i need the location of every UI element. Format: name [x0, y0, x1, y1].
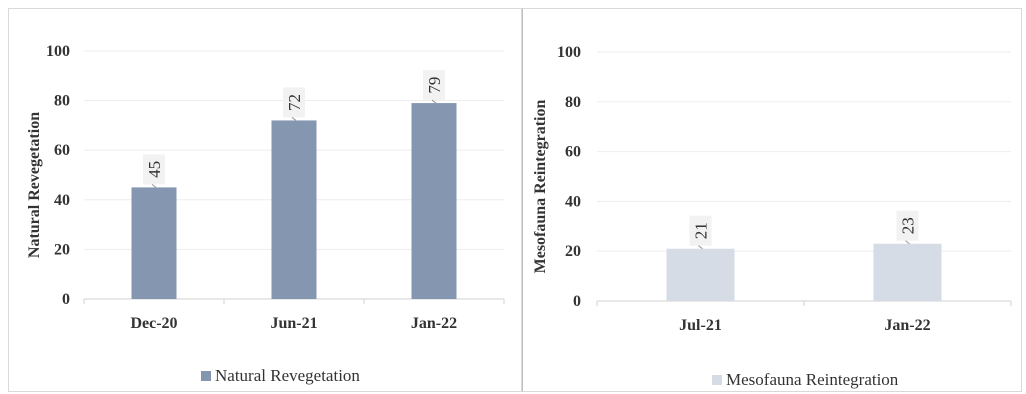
- y-tick-label: 20: [565, 243, 581, 260]
- x-tick-label: Dec-20: [130, 315, 177, 332]
- x-tick-label: Jan-22: [411, 315, 457, 332]
- x-tick-label: Jun-21: [270, 315, 317, 332]
- legend-label: Mesofauna Reintegration: [726, 370, 899, 389]
- data-label-box: [423, 70, 445, 101]
- data-label-box: [689, 215, 712, 246]
- data-label-text: 45: [145, 161, 164, 178]
- y-tick-label: 40: [54, 192, 70, 209]
- y-tick-label: 20: [54, 241, 70, 258]
- y-tick-label: 40: [565, 193, 581, 210]
- y-tick-label: 100: [557, 44, 581, 61]
- y-axis-label: Natural Revegetation: [26, 112, 43, 258]
- data-label-text: 21: [692, 222, 711, 239]
- x-tick-label: Jan-22: [884, 317, 930, 334]
- y-tick-label: 80: [565, 94, 581, 111]
- legend-label: Natural Revegetation: [215, 366, 360, 385]
- leader-line: [151, 183, 157, 188]
- data-label-box: [143, 154, 165, 185]
- bar-jun-21: [271, 120, 317, 299]
- bar-dec-20: [131, 187, 177, 299]
- data-label-box: [283, 87, 305, 118]
- bar-jan-22: [873, 243, 942, 301]
- x-tick-label: Jul-21: [679, 317, 722, 334]
- bar-jan-22: [411, 103, 457, 299]
- chart-mesofauna-reintegration: 0 20 40 60 80 100 Mesofauna Reintegration Jul-2…: [532, 44, 1012, 389]
- data-label: 79: [423, 70, 445, 101]
- y-tick-label: 60: [565, 144, 581, 161]
- leader-line: [291, 117, 297, 121]
- chart-panel-natural-revegetation: 0 20 40 60 80 100 Natural Revegetation Dec-20 45…: [8, 8, 522, 392]
- leader-line: [431, 99, 437, 104]
- legend-swatch: [201, 371, 211, 381]
- y-axis-label: Mesofauna Reintegration: [532, 100, 549, 274]
- y-tick-label: 0: [573, 293, 581, 310]
- data-label-box: [896, 210, 919, 241]
- legend-swatch: [712, 375, 722, 385]
- bar-jul-21: [666, 248, 735, 301]
- chart-natural-revegetation: 0 20 40 60 80 100 Natural Revegetation Dec-20 45…: [26, 43, 505, 385]
- y-tick-label: 60: [54, 142, 70, 159]
- data-label: 45: [143, 154, 165, 185]
- data-label-text: 79: [425, 77, 444, 94]
- leader-line: [698, 245, 703, 250]
- y-tick-label: 80: [54, 93, 70, 110]
- chart-panel-mesofauna-reintegration: 0 20 40 60 80 100 Mesofauna Reintegration Jul-2…: [522, 8, 1022, 392]
- data-label-text: 72: [285, 94, 304, 111]
- data-label: 23: [896, 210, 919, 241]
- data-label: 72: [283, 87, 305, 118]
- data-label: 21: [689, 215, 712, 246]
- leader-line: [905, 240, 910, 245]
- data-label-text: 23: [899, 217, 918, 234]
- y-tick-label: 0: [62, 291, 70, 308]
- y-tick-label: 100: [46, 43, 70, 60]
